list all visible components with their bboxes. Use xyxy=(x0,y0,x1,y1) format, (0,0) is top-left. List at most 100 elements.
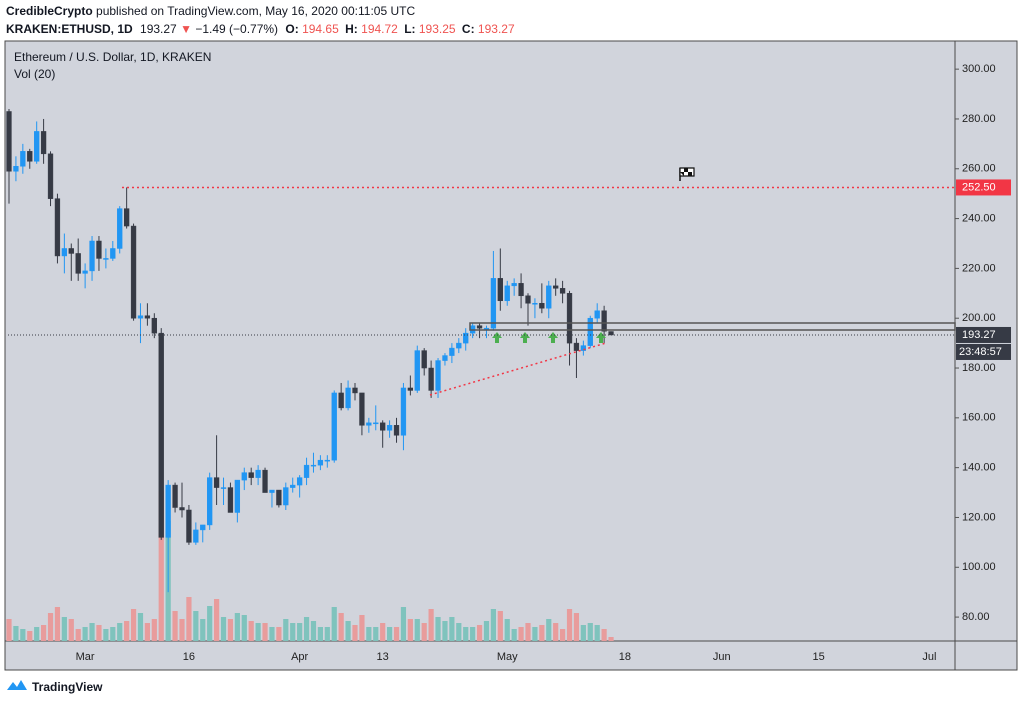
volume-bar xyxy=(359,615,365,641)
volume-bar xyxy=(407,619,413,641)
candle-body xyxy=(89,240,95,272)
volume-bar xyxy=(179,619,185,641)
candle-body xyxy=(117,208,123,249)
candle-body xyxy=(20,151,26,167)
volume-bar xyxy=(27,631,33,641)
candle-body xyxy=(248,472,254,478)
candle-body xyxy=(476,325,483,329)
candle-body xyxy=(608,331,614,336)
candle-body xyxy=(40,131,47,155)
candle-body xyxy=(96,240,102,259)
volume-bar xyxy=(103,629,109,641)
volume-bar xyxy=(490,609,496,641)
candle-body xyxy=(324,459,330,462)
candle-body xyxy=(580,345,587,351)
volume-bar xyxy=(75,629,81,641)
price-label-box xyxy=(956,326,1011,343)
candle-body xyxy=(179,507,185,511)
change: −1.49 (−0.77%) xyxy=(195,22,278,36)
candle-body xyxy=(532,303,538,305)
flag-icon xyxy=(679,167,695,181)
candle-body xyxy=(366,422,372,426)
volume-bar xyxy=(560,629,566,641)
last-price: 193.27 xyxy=(140,22,177,36)
candle-body xyxy=(559,288,566,294)
candle-body xyxy=(290,484,296,488)
candle-body xyxy=(234,479,241,513)
volume-bar xyxy=(463,627,469,641)
volume-bar xyxy=(41,625,47,641)
volume-bar xyxy=(400,607,407,641)
volume-bar xyxy=(331,607,337,641)
x-tick-label: 13 xyxy=(377,651,389,663)
y-tick-label: 180.00 xyxy=(962,362,996,374)
y-tick-label: 80.00 xyxy=(962,611,990,623)
candle-body xyxy=(587,317,593,346)
x-tick-label: Apr xyxy=(291,651,308,663)
up-arrow xyxy=(520,332,530,343)
volume-bar xyxy=(324,627,330,641)
countdown-box xyxy=(956,343,1011,360)
volume-bar xyxy=(124,621,130,641)
candle-body xyxy=(310,464,317,467)
volume-bar xyxy=(117,623,123,641)
volume-bar xyxy=(449,617,455,641)
price-label: 193.27 xyxy=(962,329,996,341)
volume-bar xyxy=(511,629,517,641)
y-tick-label: 300.00 xyxy=(962,63,996,75)
volume-bar xyxy=(428,609,434,641)
candle-body xyxy=(303,464,310,478)
candle-body xyxy=(601,310,607,332)
volume-bar xyxy=(546,619,552,641)
candle-body xyxy=(137,315,144,319)
candle-body xyxy=(463,332,469,344)
candle-body xyxy=(573,342,580,351)
candle-body xyxy=(200,524,206,531)
volume-bar xyxy=(539,625,545,641)
volume-bar xyxy=(352,625,358,641)
volume-bar xyxy=(220,617,227,641)
footer-logo: TradingView xyxy=(7,680,103,694)
volume-bar xyxy=(317,627,323,641)
volume-bar xyxy=(68,619,74,641)
volume-bar xyxy=(110,627,116,641)
symbol-line: KRAKEN:ETHUSD, 1D 193.27 ▼ −1.49 (−0.77%… xyxy=(6,22,515,36)
y-tick-label: 260.00 xyxy=(962,163,996,175)
volume-bar xyxy=(553,623,559,641)
volume-bar xyxy=(248,621,254,641)
price-label-box xyxy=(956,179,1011,196)
y-tick-label: 200.00 xyxy=(962,312,996,324)
y-tick-label: 240.00 xyxy=(962,212,996,224)
candle-body xyxy=(442,355,448,361)
x-tick-label: May xyxy=(497,651,518,663)
candle-body xyxy=(449,347,455,356)
candle-body xyxy=(546,285,552,309)
volume-bar xyxy=(186,597,192,641)
candle-body xyxy=(296,477,303,486)
candle-body xyxy=(539,303,545,309)
volume-bar xyxy=(594,625,600,641)
volume-bar xyxy=(214,599,220,641)
volume-bar xyxy=(227,619,234,641)
volume-bar xyxy=(47,613,54,641)
volume-bar xyxy=(89,623,95,641)
up-arrow xyxy=(596,332,606,343)
volume-bar xyxy=(137,613,144,641)
volume-bar xyxy=(525,623,531,641)
y-tick-label: 140.00 xyxy=(962,462,996,474)
volume-bar xyxy=(476,625,483,641)
y-tick-label: 220.00 xyxy=(962,262,996,274)
candle-body xyxy=(61,248,68,257)
candle-body xyxy=(103,258,109,260)
candle-body xyxy=(220,487,227,489)
volume-bar xyxy=(234,613,240,641)
candle-body xyxy=(352,387,358,394)
candle-body xyxy=(566,293,573,344)
up-arrow xyxy=(548,332,558,343)
arrows xyxy=(492,332,606,343)
change-arrow: ▼ xyxy=(180,22,192,36)
brand: TradingView xyxy=(32,680,103,694)
volume-bar xyxy=(587,623,593,641)
price-label: 252.50 xyxy=(962,181,996,193)
